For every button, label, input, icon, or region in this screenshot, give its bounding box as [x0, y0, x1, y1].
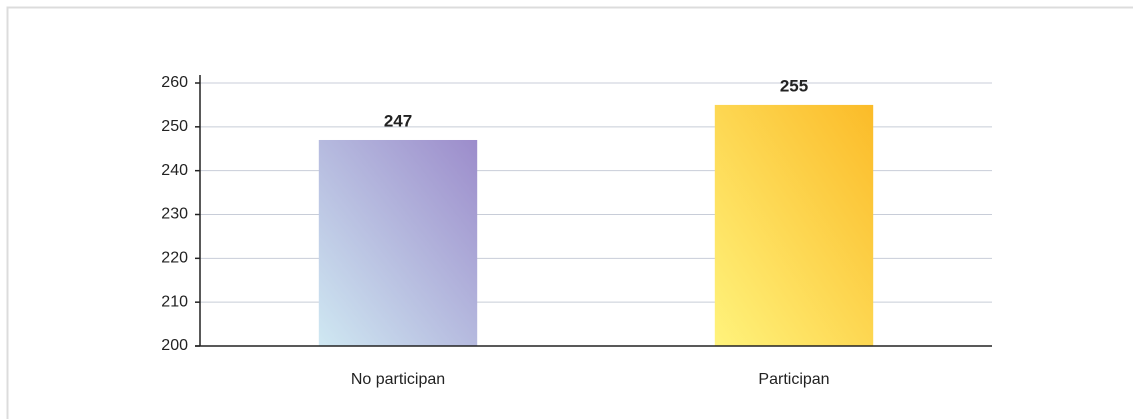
y-tick-label: 220 [161, 250, 188, 267]
y-tick-label: 200 [161, 337, 188, 354]
y-tick-label: 210 [161, 293, 188, 310]
data-label: 247 [384, 111, 412, 130]
y-tick-label: 260 [161, 74, 188, 91]
data-label: 255 [780, 76, 808, 95]
bar [714, 104, 874, 347]
x-tick-label: Participan [758, 371, 829, 388]
y-tick-label: 250 [161, 118, 188, 135]
x-tick-label: No participan [351, 371, 445, 388]
bar [318, 139, 478, 346]
frame [6, 6, 1133, 419]
y-tick-label: 230 [161, 206, 188, 223]
y-tick-label: 240 [161, 162, 188, 179]
